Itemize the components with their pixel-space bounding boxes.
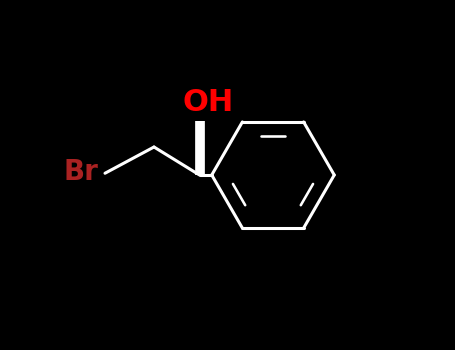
Text: Br: Br (64, 158, 99, 186)
Text: OH: OH (182, 88, 234, 117)
